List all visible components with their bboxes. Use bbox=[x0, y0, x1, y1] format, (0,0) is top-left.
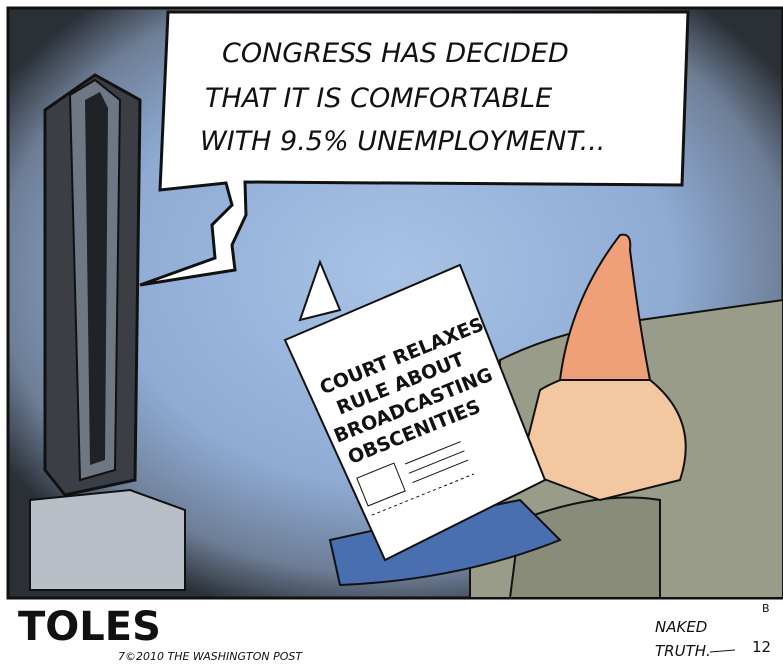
caption-line: TRUTH. bbox=[655, 642, 711, 660]
caption-line: NAKED bbox=[655, 618, 707, 636]
speech-line: CONGRESS HAS DECIDED bbox=[222, 38, 569, 69]
speech-line: THAT IT IS COMFORTABLE bbox=[205, 83, 552, 114]
cartoon: CONGRESS HAS DECIDED THAT IT IS COMFORTA… bbox=[0, 0, 783, 666]
corner-letter: B bbox=[762, 602, 770, 615]
signature: TOLES bbox=[18, 604, 161, 650]
speech-line: WITH 9.5% UNEMPLOYMENT... bbox=[200, 126, 605, 157]
copyright: 7©2010 THE WASHINGTON POST bbox=[118, 650, 303, 663]
corner-number: 12 bbox=[752, 638, 771, 656]
